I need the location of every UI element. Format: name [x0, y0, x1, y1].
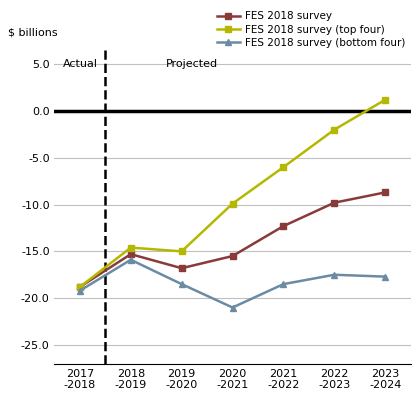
Text: $ billions: $ billions — [8, 28, 58, 38]
Legend: FES 2018 survey, FES 2018 survey (top four), FES 2018 survey (bottom four): FES 2018 survey, FES 2018 survey (top fo… — [217, 11, 406, 48]
Text: Projected: Projected — [166, 59, 218, 69]
Text: Actual: Actual — [62, 59, 97, 69]
